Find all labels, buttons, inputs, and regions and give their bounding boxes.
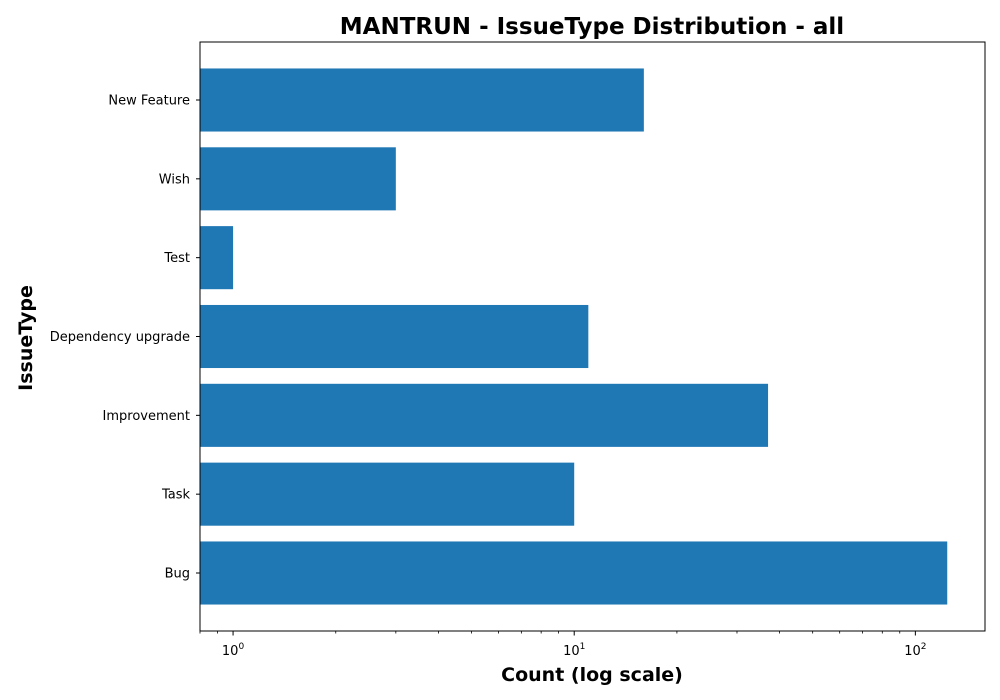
bar-task [200,462,575,526]
bar-test [200,226,234,290]
y-tick-label: Dependency upgrade [50,330,190,345]
x-axis-label: Count (log scale) [501,664,683,686]
bars-layer [200,68,948,605]
y-tick-label: Bug [165,567,190,582]
chart-title: MANTRUN - IssueType Distribution - all [340,14,844,40]
y-tick-label: Wish [159,172,190,187]
bar-dependency-upgrade [200,304,589,369]
bar-bug [200,541,948,605]
y-tick-label: Test [163,251,190,266]
x-tick-label: 100 [222,642,245,659]
x-tick-label: 101 [563,642,585,659]
x-axis-ticks: 100 101 102 [199,631,927,659]
bar-improvement [200,383,769,447]
bar-wish [200,147,396,211]
y-axis-ticks: Bug Task Improvement Dependency upgrade Test… [50,94,200,582]
y-tick-label: Task [161,488,191,503]
bar-new-feature [200,68,644,132]
x-tick-label: 102 [904,642,926,659]
y-tick-label: Improvement [103,409,190,424]
y-tick-label: New Feature [108,94,190,109]
y-axis-label: IssueType [15,285,37,391]
